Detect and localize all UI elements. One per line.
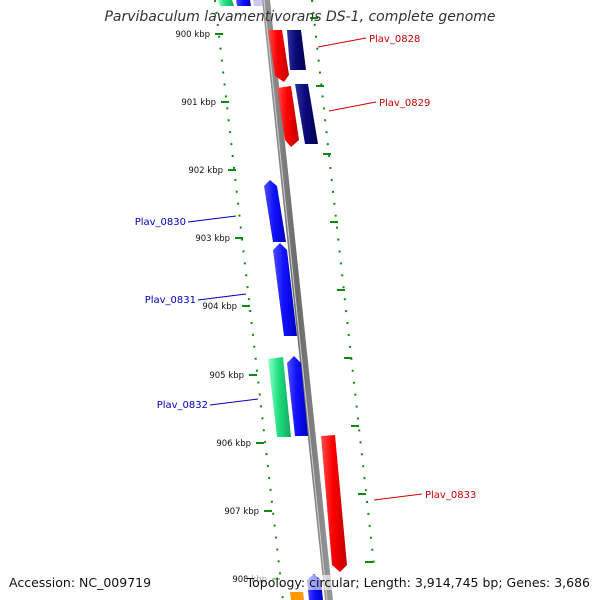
gene-label: Plav_0831	[145, 295, 196, 306]
gene-label-leader	[317, 37, 367, 48]
gene-partial-orange-bottom	[290, 592, 304, 600]
tick-label: 903 kbp	[195, 234, 230, 244]
outer-track-dots	[311, 0, 375, 566]
gene-label: Plav_0830	[135, 217, 186, 228]
inner-track-dots	[214, 0, 284, 600]
gene-plav-0828-red	[268, 30, 289, 82]
gene-label-layer: Plav_0828 Plav_0829 Plav_0830 Plav_0831 Plav…	[135, 34, 477, 501]
gene-plav-0832-blue	[287, 356, 308, 436]
gene-plav-0832	[268, 357, 291, 437]
page-title: Parvibaculum lavamentivorans DS-1, compl…	[104, 9, 496, 25]
tick-label: 902 kbp	[188, 166, 223, 176]
tick-label: 905 kbp	[209, 371, 244, 381]
tick-label: 907 kbp	[224, 507, 259, 517]
gene-plav-0829-red	[277, 86, 299, 147]
tick-label: 901 kbp	[181, 98, 216, 108]
tick-label: 906 kbp	[216, 439, 251, 449]
gene-label: Plav_0832	[157, 400, 208, 411]
gene-partial-light-top	[253, 0, 263, 6]
gene-plav-0828-navy	[287, 30, 306, 70]
topology-stats-text: Topology: circular; Length: 3,914,745 bp…	[246, 575, 590, 590]
tick-label: 900 kbp	[175, 30, 210, 40]
gene-plav-0830	[264, 180, 286, 242]
gene-label-leader	[209, 398, 259, 406]
gene-label-leader	[187, 215, 237, 223]
gene-plav-0831	[273, 243, 297, 336]
gene-plav-0829-navy	[295, 84, 318, 144]
tick-label: 904 kbp	[202, 302, 237, 312]
gene-partial-blue-top	[236, 0, 251, 6]
gene-label: Plav_0833	[425, 490, 476, 501]
gene-plav-0833	[321, 435, 347, 572]
gene-label: Plav_0829	[379, 98, 430, 109]
gene-label-leader	[197, 293, 247, 301]
gene-label-leader	[373, 493, 423, 501]
gene-partial-green-top	[218, 0, 234, 6]
gene-label-leader	[328, 101, 377, 112]
accession-text: Accession: NC_009719	[9, 575, 152, 590]
gene-label: Plav_0828	[369, 34, 420, 45]
